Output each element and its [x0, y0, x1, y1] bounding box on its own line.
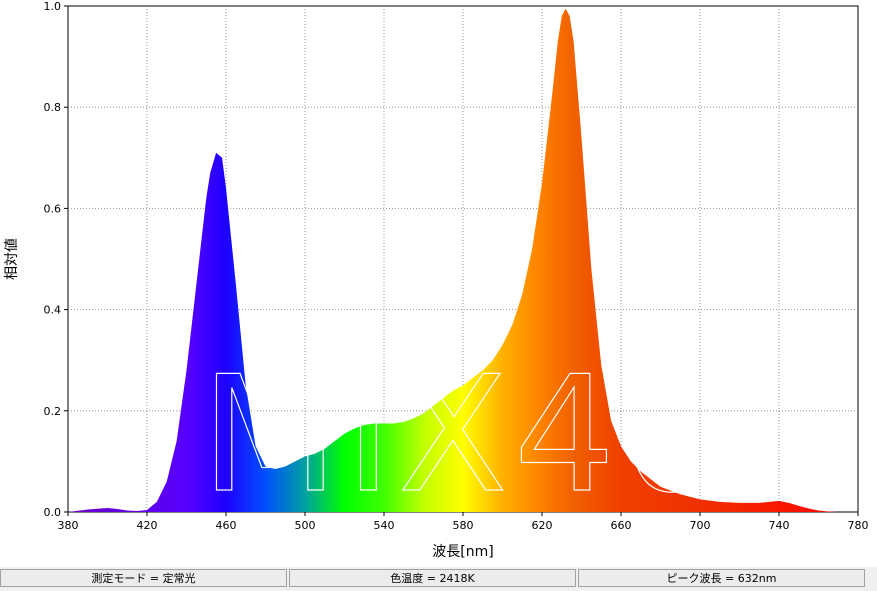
y-tick-label: 0.8	[44, 101, 62, 114]
x-tick-label: 420	[137, 519, 158, 532]
spectrum-area	[68, 8, 858, 513]
x-tick-label: 780	[848, 519, 869, 532]
y-tick-label: 0.6	[44, 202, 62, 215]
status-mode: 測定モード = 定常光	[0, 569, 287, 587]
x-tick-label: 740	[769, 519, 790, 532]
x-tick-label: 540	[374, 519, 395, 532]
x-tick-label: 620	[532, 519, 553, 532]
y-tick-label: 0.0	[44, 506, 62, 519]
watermark: MIX40	[200, 340, 729, 528]
x-tick-label: 700	[690, 519, 711, 532]
watermark-text: MIX40	[201, 341, 729, 528]
x-tick-label: 380	[58, 519, 79, 532]
x-tick-label: 660	[611, 519, 632, 532]
y-axis-label: 相対値	[4, 238, 20, 280]
y-tick-label: 0.2	[44, 405, 62, 418]
status-color-temp: 色温度 = 2418K	[289, 569, 576, 587]
y-tick-label: 0.4	[44, 304, 62, 317]
x-tick-label: 460	[216, 519, 237, 532]
x-tick-label: 580	[453, 519, 474, 532]
status-bar: 測定モード = 定常光 色温度 = 2418K ピーク波長 = 632nm	[0, 567, 877, 591]
y-tick-label: 1.0	[44, 0, 62, 13]
x-axis-label: 波長[nm]	[432, 544, 493, 560]
x-tick-label: 500	[295, 519, 316, 532]
status-peak-wavelength: ピーク波長 = 632nm	[578, 569, 865, 587]
